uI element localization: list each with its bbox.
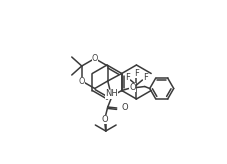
Text: F: F	[134, 69, 139, 78]
Text: O: O	[91, 54, 98, 63]
Text: F: F	[143, 72, 148, 82]
Text: O: O	[79, 76, 85, 85]
Text: O: O	[129, 83, 136, 92]
Text: O: O	[122, 103, 128, 113]
Text: NH: NH	[105, 90, 118, 99]
Text: O: O	[101, 114, 108, 123]
Text: F: F	[125, 72, 130, 82]
